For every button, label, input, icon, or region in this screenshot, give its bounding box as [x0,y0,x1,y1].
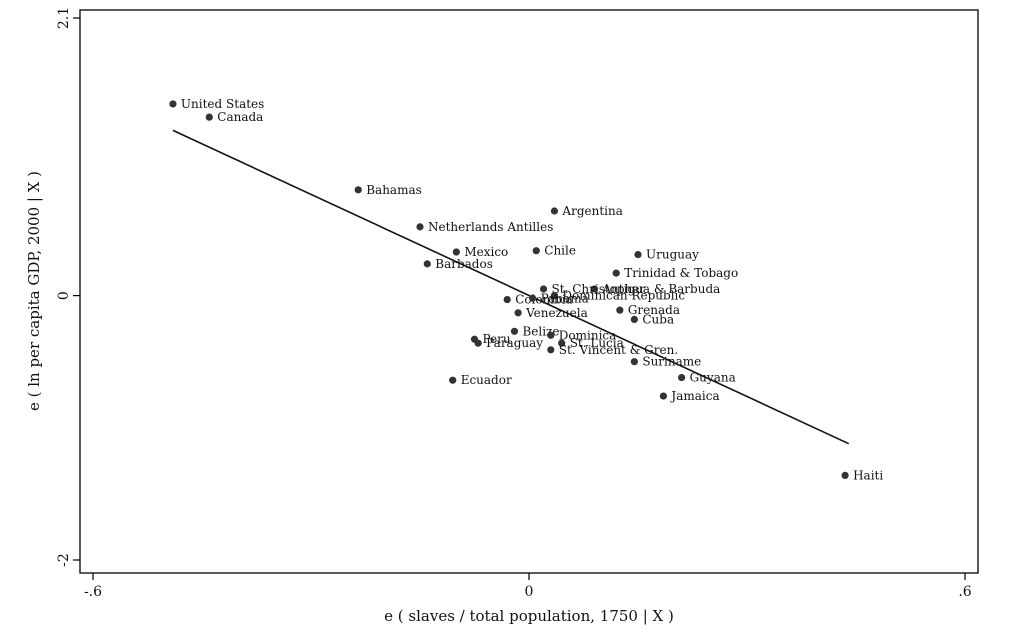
point-marker [841,471,849,479]
point-marker [354,186,362,194]
point-label: St. Vincent & Gren. [559,343,678,357]
point-marker [612,269,620,277]
point-label: Chile [544,244,576,258]
point-label: Dominica [559,328,617,342]
data-point: Mexico [452,245,508,259]
point-marker [630,315,638,324]
point-label: St. Lucia [570,336,624,350]
point-marker [550,207,559,215]
point-marker [558,339,566,347]
data-point: Bahamas [354,183,422,197]
x-axis: -.6 0 .6 [84,573,972,600]
data-point: Colombia [503,293,573,307]
point-label: St. Christopher [552,282,646,296]
y-tick-label: 0 [56,291,72,300]
y-axis-title: e ( ln per capita GDP, 2000 | X ) [25,171,43,411]
point-label: Mexico [464,245,508,259]
x-axis-title: e ( slaves / total population, 1750 | X … [384,607,674,625]
point-label: Trinidad & Tobago [624,266,738,280]
data-point: Trinidad & Tobago [612,266,738,280]
data-point: Suriname [630,355,701,369]
data-point: Haiti [841,468,883,482]
x-tick-label: 0 [525,584,534,600]
data-point: Paraguay [474,336,543,350]
data-point: Uruguay [634,248,699,262]
point-label: Grenada [628,303,680,317]
point-marker [616,306,624,314]
point-marker [547,331,555,339]
point-marker [474,339,482,347]
point-label: Peru [483,332,511,346]
data-point: Barbados [423,257,493,271]
point-marker [634,251,642,259]
point-label: Panama [541,291,589,305]
data-point: Dominican Republic [550,289,685,303]
data-point: Venezuela [514,306,588,320]
plot-frame [79,9,979,574]
data-point: Argentina [550,204,623,218]
point-marker [452,248,460,256]
point-marker [514,309,522,317]
data-point: Antigua & Barbuda [590,282,720,296]
point-label: Suriname [642,355,701,369]
point-marker [416,223,424,231]
data-point: United States [169,97,264,111]
point-marker [547,346,555,354]
y-tick-label: 2.1 [56,7,72,29]
y-tick-label: -2 [56,553,72,567]
data-point: Netherlands Antilles [416,220,553,234]
data-point: Canada [205,110,263,124]
point-label: Uruguay [646,248,699,262]
point-label: Colombia [515,293,573,307]
data-point: St. Christopher [539,282,646,296]
point-label: Paraguay [486,336,543,350]
point-label: Dominican Republic [562,289,685,303]
point-label: United States [181,97,264,111]
point-marker [630,358,638,366]
point-label: Barbados [435,257,493,271]
point-marker [539,285,548,293]
point-marker [205,113,213,121]
point-marker [678,373,686,382]
data-point: Panama [529,291,589,305]
fit-line [172,129,850,445]
point-label: Argentina [561,204,622,218]
data-point: Jamaica [659,389,720,403]
point-marker [423,260,431,268]
point-marker [529,294,537,302]
point-marker [449,376,457,384]
point-marker [169,100,177,108]
point-marker [510,327,519,335]
point-label: Netherlands Antilles [428,220,553,234]
point-marker [532,247,540,255]
data-point: Chile [532,244,576,258]
data-point: Ecuador [449,373,512,387]
point-label: Cuba [642,312,674,326]
x-tick-label: -.6 [84,584,102,600]
x-tick-label: .6 [958,584,971,600]
data-point: Grenada [616,303,680,317]
data-point: Cuba [630,312,674,326]
data-point: Guyana [678,371,736,385]
point-label: Haiti [853,468,883,482]
point-marker [590,285,599,293]
point-label: Venezuela [525,306,588,320]
data-point: St. Lucia [558,336,624,350]
point-marker [550,292,559,300]
point-label: Antigua & Barbuda [601,282,720,296]
point-label: Jamaica [669,389,719,403]
point-marker [659,392,668,400]
y-axis: -2 0 2.1 [56,7,80,567]
data-point: St. Vincent & Gren. [547,343,678,357]
point-marker [503,295,511,304]
point-label: Bahamas [366,183,422,197]
point-label: Canada [217,110,263,124]
point-label: Guyana [690,371,736,385]
point-label: Ecuador [461,373,512,387]
data-point: Dominica [547,328,616,342]
